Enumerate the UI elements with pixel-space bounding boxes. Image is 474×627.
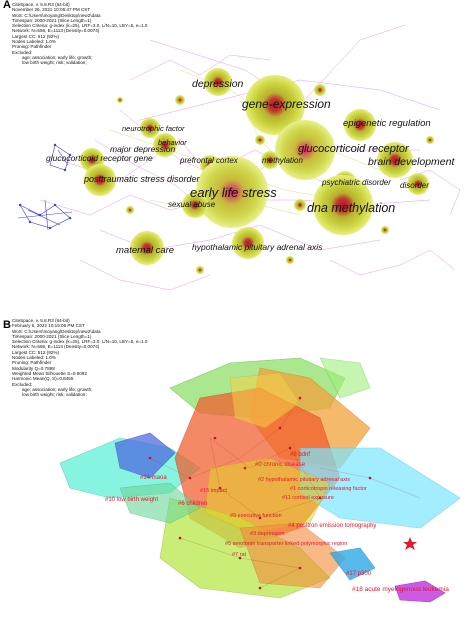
cluster-label: #6 children	[178, 501, 207, 507]
cluster-label: #0 chronic disease	[255, 462, 306, 468]
meta-line: Nodes Labeled: 1.0%	[12, 39, 56, 45]
meta-line: Excluded:	[12, 49, 33, 55]
blue-nodes	[18, 143, 72, 230]
meta-line: Timespan: 2000-2021 (Slice Length=1)	[12, 333, 92, 339]
keyword-label: posttraumatic stress disorder	[83, 174, 201, 184]
keyword-nodes	[80, 68, 434, 274]
keyword-label: epigenetic regulation	[343, 118, 431, 129]
keyword-label: major depression	[110, 144, 175, 154]
keyword-label: brain development	[368, 156, 455, 168]
keyword-label: early life stress	[190, 185, 277, 200]
cluster-map: #8 bdnf #0 chronic disease #2 hypothalam…	[59, 357, 461, 603]
meta-line: age; association; early life; growth;	[22, 54, 93, 60]
cluster-label: #18 acute myelogenous leukemia	[352, 586, 449, 593]
meta-line: Pruning: Pathfinder	[12, 360, 52, 366]
meta-line: low birth weight; risk; validation;	[22, 60, 87, 66]
meta-line: age; association; early life; growth;	[22, 386, 93, 392]
keyword-label: prefrontal cortex	[179, 156, 239, 165]
cluster-label: #1 corticotropin releasing factor	[290, 486, 367, 492]
keyword-network: depression gene-expression epigenetic re…	[17, 24, 461, 291]
meta-line: Selection Criteria: g-index (k=25), LRF=…	[12, 23, 148, 29]
cluster-label: #11 cortisol exposure	[282, 495, 334, 501]
meta-line: Network: N=556, E=1113 (Density=0.0074)	[12, 28, 100, 34]
panel-a: A CiteSpace, v. 5.8.R3 (64-bit) November…	[0, 0, 474, 300]
meta-line: Pruning: Pathfinder	[12, 44, 52, 50]
keyword-label: psychiatric disorder	[321, 178, 391, 187]
panel-b: B CiteSpace, v. 5.8.R3 (64-bit) February…	[0, 318, 474, 627]
meta-line: Harmonic Mean(Q, S)=0.8455	[12, 376, 74, 382]
meta-line: Largest CC: 512 (92%)	[12, 349, 59, 355]
cluster-label: #9 executive function	[230, 513, 282, 519]
keyword-labels: depression gene-expression epigenetic re…	[46, 78, 455, 256]
meta-line: Excluded:	[12, 381, 33, 387]
meta-line: Selection Criteria: g-index (k=25), LRF=…	[12, 339, 148, 345]
meta-line: CiteSpace, v. 5.8.R3 (64-bit)	[12, 318, 70, 323]
meta-line: Largest CC: 512 (92%)	[12, 33, 59, 39]
panel-b-metadata: CiteSpace, v. 5.8.R3 (64-bit) February 6…	[12, 318, 147, 397]
keyword-label: maternal care	[116, 245, 174, 256]
keyword-label: methylation	[262, 156, 303, 165]
star-marker	[403, 537, 417, 550]
cluster-label: #7 rat	[232, 552, 247, 558]
cluster-label: #8 bdnf	[290, 452, 310, 458]
panel-a-letter: A	[3, 0, 11, 11]
keyword-label: disorder	[400, 181, 429, 190]
meta-line: February 6, 2022 10:15:06 PM CST	[12, 323, 85, 329]
cluster-label: #4 positron emission tomography	[288, 523, 376, 529]
cluster-label: #5 serotonin transporter linked polymorp…	[225, 541, 347, 547]
meta-line: Network: N=556, E=1113 (Density=0.0074)	[12, 344, 100, 350]
cluster-regions	[59, 357, 461, 603]
meta-line: low birth weight; risk; validation;	[22, 392, 87, 398]
meta-line: November 26, 2021 10:05:47 PM CST	[12, 7, 91, 13]
keyword-label: gene-expression	[242, 97, 331, 111]
meta-line: Timespan: 2000-2021 (Slice Length=1)	[12, 17, 92, 23]
cluster-label: #3 depression	[250, 531, 285, 537]
meta-line: WoS: C:\Users\moyang\Desktop\new2\data	[12, 12, 101, 18]
cluster-labels: #8 bdnf #0 chronic disease #2 hypothalam…	[105, 452, 449, 593]
meta-line: Weighted Mean Silhouette S=0.9092	[12, 370, 87, 376]
keyword-label: behavior	[158, 138, 187, 147]
keyword-label: glucocorticoid receptor gene	[46, 153, 153, 163]
keyword-label: sexual abuse	[168, 200, 216, 209]
meta-line: CiteSpace, v. 5.8.R3 (64-bit)	[12, 2, 70, 7]
cluster-label: #15 impact	[200, 488, 227, 494]
meta-line: Nodes Labeled: 1.0%	[12, 355, 56, 361]
cluster-label: #14 maoa	[140, 475, 167, 481]
keyword-label: glucocorticoid receptor	[298, 143, 410, 155]
panel-b-letter: B	[3, 319, 11, 331]
keyword-label: hypothalamic pituitary adrenal axis	[192, 242, 323, 252]
keyword-label: neurotrophic factor	[122, 124, 185, 133]
cluster-nodes	[148, 396, 372, 590]
cluster-label: #2 hypothalamic pituitary adrenal axis	[258, 477, 350, 483]
meta-line: WoS: C:\Users\moyang\Desktop\new2\data	[12, 328, 101, 334]
keyword-label: dna methylation	[307, 201, 395, 215]
panel-a-metadata: CiteSpace, v. 5.8.R3 (64-bit) November 2…	[12, 2, 147, 66]
cluster-label: #17 p300	[346, 571, 372, 577]
cluster-label: #10 low birth weight	[105, 497, 158, 503]
keyword-label: depression	[192, 78, 244, 90]
meta-line: Modularity Q=0.7898	[12, 365, 55, 371]
